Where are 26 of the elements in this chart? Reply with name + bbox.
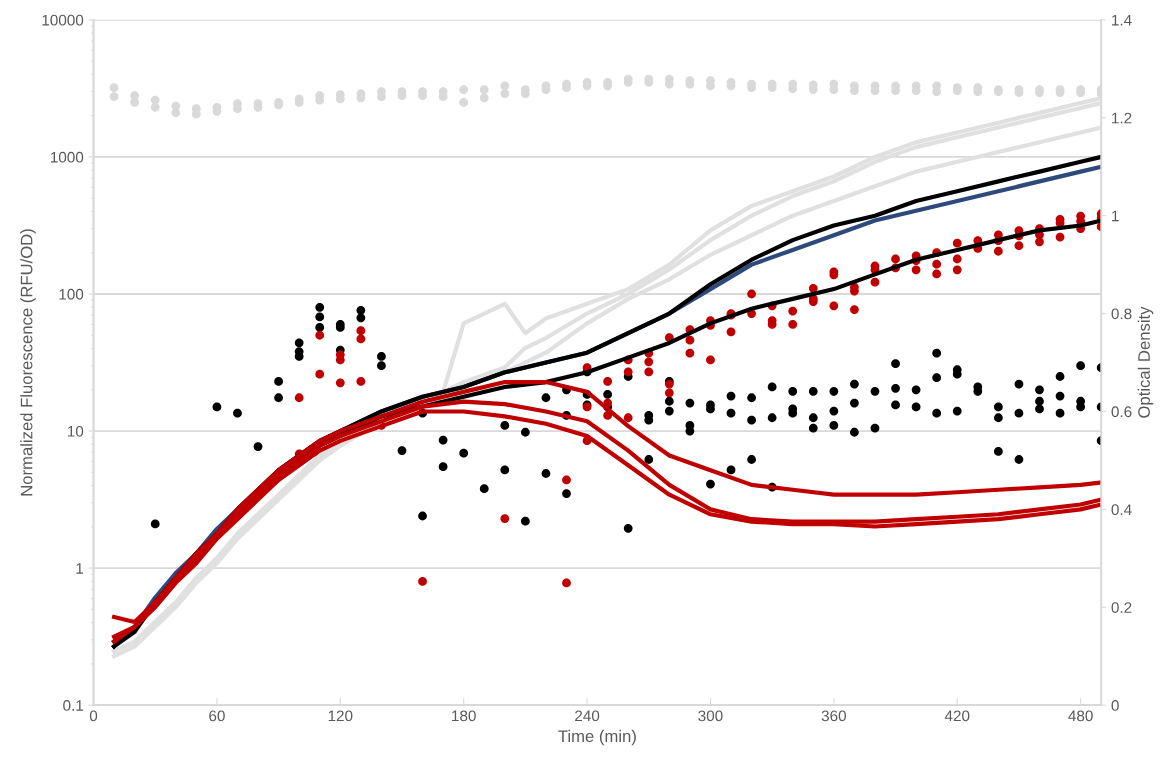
y-tick-label: 10 [67, 425, 84, 437]
y-tick-label: 0.1 [63, 700, 84, 711]
x-tick-label: 480 [1068, 710, 1093, 722]
x-tick-label: 60 [209, 710, 225, 722]
y-tick-label: 1 [76, 563, 84, 574]
y-tick-label: 1000 [50, 151, 84, 163]
y2-tick-label: 0.4 [1111, 504, 1132, 516]
y2-tick-label: 0.2 [1111, 602, 1132, 613]
y2-tick-label: 0.6 [1111, 406, 1132, 418]
y-tick-label: 100 [59, 288, 84, 300]
y-axis-title: Normalized Fluorescence (RFU/OD) [20, 229, 36, 496]
y2-tick-label: 1.4 [1112, 14, 1132, 26]
x-tick-label: 180 [452, 710, 476, 722]
y2-tick-label: 1.2 [1112, 112, 1132, 124]
y2-tick-label: 0.8 [1111, 308, 1132, 320]
y2-tick-label: 1 [1112, 210, 1119, 222]
x-tick-label: 300 [698, 710, 723, 722]
y-tick-label: 10000 [42, 14, 84, 26]
x-tick-label: 0 [89, 710, 98, 722]
x-tick-label: 120 [328, 710, 353, 722]
x-tick-label: 420 [944, 710, 970, 722]
x-axis-title: Time (min) [558, 729, 636, 746]
x-tick-label: 240 [575, 710, 600, 722]
x-tick-label: 360 [821, 710, 846, 722]
y2-axis-title: Optical Density [1137, 306, 1154, 418]
y2-tick-label: 0 [1111, 700, 1119, 711]
